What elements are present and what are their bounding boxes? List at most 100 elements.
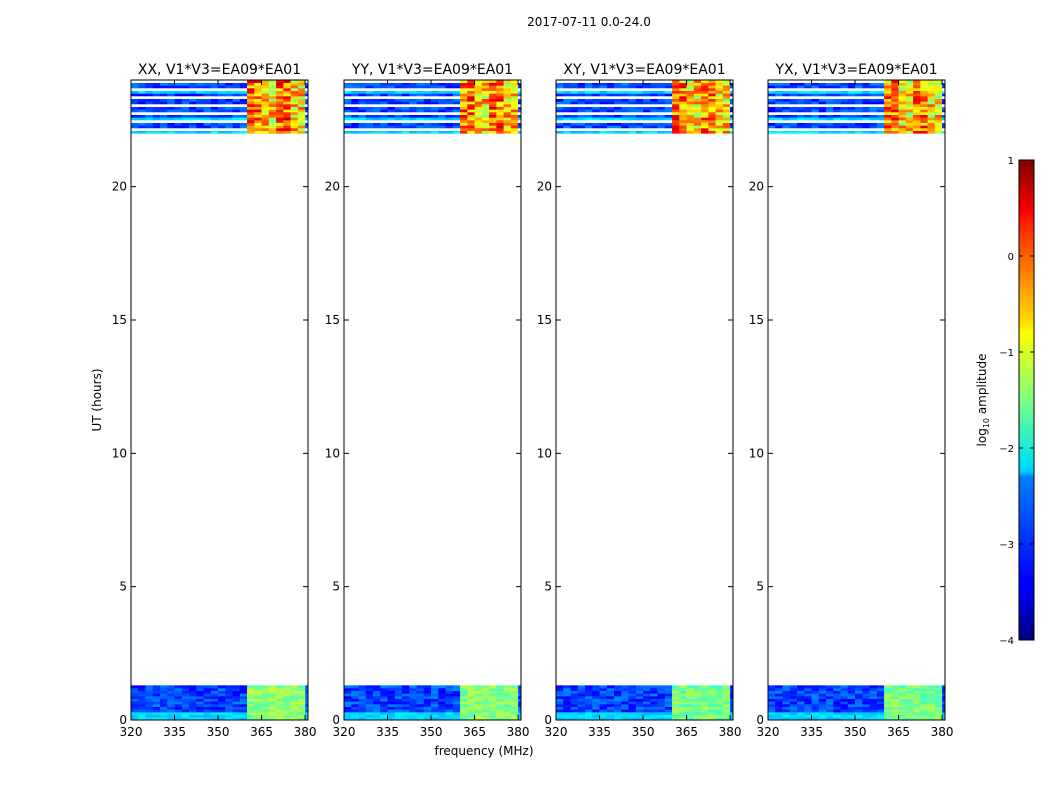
heatmap-cell xyxy=(876,109,885,113)
heatmap-cell xyxy=(138,698,146,702)
heatmap-cell xyxy=(840,96,849,99)
heatmap-cell xyxy=(416,93,425,97)
heatmap-cell xyxy=(934,114,943,118)
heatmap-cell xyxy=(268,717,277,721)
heatmap-cell xyxy=(942,101,946,105)
heatmap-cell xyxy=(635,104,644,107)
heatmap-cell xyxy=(722,690,731,694)
heatmap-cell xyxy=(599,704,608,707)
heatmap-cell xyxy=(942,698,946,702)
heatmap-cell xyxy=(489,101,497,105)
heatmap-cell xyxy=(261,717,270,721)
heatmap-cell xyxy=(305,88,309,91)
heatmap-cell xyxy=(797,82,805,86)
heatmap-cell xyxy=(467,714,475,718)
heatmap-cell xyxy=(942,85,946,89)
heatmap-cell xyxy=(344,122,352,126)
heatmap-cell xyxy=(358,706,367,710)
heatmap-cell xyxy=(556,109,564,113)
heatmap-cell xyxy=(775,96,783,99)
heatmap-cell xyxy=(905,117,914,121)
heatmap-cell xyxy=(585,128,593,131)
heatmap-cell xyxy=(672,104,680,107)
heatmap-cell xyxy=(210,88,219,91)
heatmap-cell xyxy=(628,106,637,110)
heatmap-cell xyxy=(708,93,716,97)
heatmap-cell xyxy=(189,96,197,99)
heatmap-cell xyxy=(481,85,490,89)
x-tick-label: 335 xyxy=(163,725,186,739)
heatmap-cell xyxy=(503,122,512,126)
heatmap-cell xyxy=(599,98,608,102)
heatmap-cell xyxy=(869,120,878,123)
heatmap-cell xyxy=(474,85,483,89)
heatmap-cell xyxy=(174,714,183,718)
heatmap-cell xyxy=(268,104,277,107)
heatmap-cell xyxy=(942,696,946,699)
y-tick-label: 10 xyxy=(112,446,127,460)
heatmap-cell xyxy=(818,96,827,99)
heatmap-cell xyxy=(643,130,651,134)
heatmap-cell xyxy=(351,122,359,126)
heatmap-cell xyxy=(693,104,702,107)
heatmap-cell xyxy=(510,80,519,83)
heatmap-cell xyxy=(934,112,943,115)
heatmap-cell xyxy=(797,117,805,121)
heatmap-cell xyxy=(840,109,849,113)
heatmap-cell xyxy=(782,109,791,113)
heatmap-cell xyxy=(474,93,483,97)
heatmap-cell xyxy=(869,80,878,83)
heatmap-cell xyxy=(344,88,352,91)
heatmap-cell xyxy=(679,712,687,715)
heatmap-cell xyxy=(438,709,446,713)
heatmap-cell xyxy=(592,714,600,718)
heatmap-cell xyxy=(847,82,856,86)
heatmap-cell xyxy=(686,704,695,707)
heatmap-cell xyxy=(365,696,374,699)
heatmap-cell xyxy=(592,701,600,705)
heatmap-cell xyxy=(818,693,827,697)
figure-suptitle: 2017-07-11 0.0-24.0 xyxy=(527,15,651,29)
heatmap-cell xyxy=(261,112,270,115)
heatmap-cell xyxy=(840,122,849,126)
heatmap-cell xyxy=(297,709,306,713)
heatmap-cell xyxy=(431,120,439,123)
heatmap-cell xyxy=(218,690,226,694)
heatmap-cell xyxy=(862,104,870,107)
heatmap-cell xyxy=(826,90,834,94)
heatmap-cell xyxy=(276,93,284,97)
heatmap-cell xyxy=(768,698,776,702)
heatmap-cell xyxy=(189,122,197,126)
heatmap-cell xyxy=(305,712,309,715)
heatmap-cell xyxy=(811,106,820,110)
heatmap-cell xyxy=(715,114,724,118)
heatmap-cell xyxy=(577,704,586,707)
heatmap-cell xyxy=(811,109,820,113)
heatmap-cell xyxy=(402,106,410,110)
heatmap-cell xyxy=(876,122,885,126)
heatmap-cell xyxy=(358,701,367,705)
heatmap-cell xyxy=(452,130,461,134)
heatmap-cell xyxy=(927,101,936,105)
heatmap-cell xyxy=(811,128,820,131)
heatmap-cell xyxy=(503,696,512,699)
heatmap-cell xyxy=(239,90,248,94)
heatmap-cell xyxy=(905,712,914,715)
heatmap-cell xyxy=(438,712,446,715)
heatmap-cell xyxy=(174,109,183,113)
heatmap-cell xyxy=(467,125,475,129)
heatmap-cell xyxy=(438,112,446,115)
heatmap-cell xyxy=(650,104,658,107)
heatmap-cell xyxy=(862,717,870,721)
heatmap-cell xyxy=(431,696,439,699)
heatmap-cell xyxy=(460,688,468,691)
heatmap-cell xyxy=(614,130,622,134)
heatmap-cell xyxy=(210,101,219,105)
heatmap-cell xyxy=(804,80,812,83)
heatmap-cell xyxy=(905,109,914,113)
heatmap-cell xyxy=(276,125,284,129)
heatmap-cell xyxy=(635,85,644,89)
heatmap-cell xyxy=(585,104,593,107)
heatmap-cell xyxy=(577,128,586,131)
heatmap-cell xyxy=(138,112,146,115)
